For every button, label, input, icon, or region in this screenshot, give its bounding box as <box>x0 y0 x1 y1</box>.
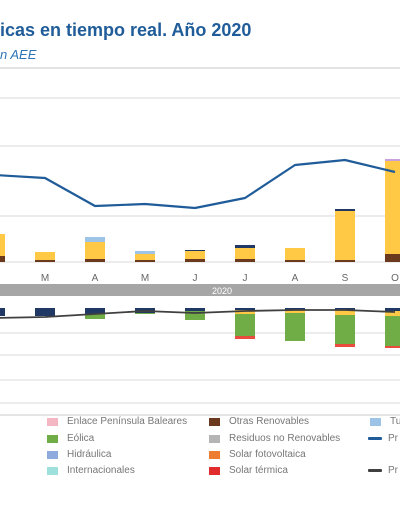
bar-segment <box>385 161 400 254</box>
chart-legend: Enlace Península Baleares Eólica Hidrául… <box>0 416 400 486</box>
legend-swatch <box>47 417 58 426</box>
bar-segment <box>285 310 305 313</box>
bar-segment <box>335 344 355 347</box>
legend-label: Pr <box>388 433 398 444</box>
bar-segment <box>335 315 355 344</box>
chart-subtitle: n AEE <box>0 47 37 62</box>
x-tick-label: A <box>292 273 299 284</box>
bar-segment <box>185 308 205 311</box>
bar-segment <box>235 336 255 339</box>
legend-label: Pr <box>388 465 398 476</box>
x-tick-label: O <box>391 273 399 284</box>
x-tick-label: M <box>41 273 49 284</box>
x-tick-label: J <box>243 273 248 284</box>
legend-label: Otras Renovables <box>229 416 310 427</box>
legend-label: Solar fotovoltaica <box>229 449 306 460</box>
bar-segment <box>335 260 355 262</box>
bar-segment <box>185 250 205 251</box>
bar-segment <box>85 314 105 319</box>
legend-item-internacionales: Internacionales <box>47 465 135 476</box>
bar-segment <box>285 313 305 341</box>
bar-segment <box>235 248 255 259</box>
legend-line-swatch <box>368 469 382 472</box>
bar-segment <box>0 256 5 262</box>
bar-segment <box>185 251 205 259</box>
bar-segment <box>185 311 205 320</box>
x-tick-label: J <box>193 273 198 284</box>
bar-segment <box>385 159 400 161</box>
bar-segment <box>35 260 55 262</box>
legend-item-turbinacion: Tu <box>370 416 400 427</box>
bar-segment <box>135 251 155 254</box>
legend-label: Eólica <box>67 433 95 444</box>
bar-segment <box>85 237 105 242</box>
bar-segment <box>335 211 355 260</box>
bar-segment <box>285 308 305 310</box>
legend-line-swatch <box>368 437 382 440</box>
legend-item-enlace: Enlace Península Baleares <box>47 416 187 427</box>
chart-area: 2020FMAMJJASO <box>0 67 400 416</box>
bar-segment <box>385 316 400 346</box>
x-axis-band-label: 2020 <box>212 286 232 296</box>
legend-swatch <box>209 466 220 475</box>
bar-segment <box>0 308 5 316</box>
x-tick-label: M <box>141 273 149 284</box>
legend-label: Solar térmica <box>229 465 288 476</box>
bar-segment <box>235 314 255 336</box>
bar-segment <box>35 252 55 260</box>
bar-segment <box>135 260 155 262</box>
legend-item-eolica: Eólica <box>47 433 94 444</box>
bar-segment <box>85 242 105 259</box>
legend-swatch <box>209 417 220 426</box>
legend-item-line-blue: Pr <box>368 433 398 444</box>
bar-segment <box>385 308 400 311</box>
bar-segment <box>385 311 400 316</box>
bar-segment <box>135 254 155 260</box>
bar-segment <box>335 310 355 315</box>
bar-segment <box>35 308 55 316</box>
legend-swatch <box>47 466 58 475</box>
legend-swatch <box>370 417 381 426</box>
bar-segment <box>0 234 5 256</box>
legend-label: Tu <box>390 416 400 427</box>
chart-title: icas en tiempo real. Año 2020 <box>0 20 252 40</box>
legend-swatch <box>47 434 58 443</box>
bar-segment <box>235 245 255 248</box>
legend-label: Residuos no Renovables <box>229 433 341 444</box>
legend-swatch <box>209 434 220 443</box>
bar-segment <box>235 308 255 310</box>
legend-item-hidraulica: Hidráulica <box>47 449 111 460</box>
bar-segment <box>185 259 205 262</box>
bar-segment <box>285 248 305 260</box>
legend-item-residuos: Residuos no Renovables <box>209 433 340 444</box>
legend-label: Hidráulica <box>67 449 112 460</box>
series-line-dark <box>0 309 396 319</box>
series-line-blue <box>0 158 396 210</box>
legend-item-otras-renovables: Otras Renovables <box>209 416 309 427</box>
legend-swatch <box>209 450 220 459</box>
x-tick-label: S <box>342 273 349 284</box>
legend-label: Enlace Península Baleares <box>67 416 188 427</box>
bar-segment <box>85 308 105 314</box>
bar-segment <box>385 346 400 348</box>
bar-segment <box>285 260 305 262</box>
bar-segment <box>135 313 155 314</box>
bar-segment <box>85 259 105 262</box>
legend-label: Internacionales <box>67 465 135 476</box>
bar-segment <box>385 254 400 262</box>
bar-segment <box>335 308 355 310</box>
x-tick-label: A <box>92 273 99 284</box>
legend-item-solar-termica: Solar térmica <box>209 465 288 476</box>
bar-segment <box>235 310 255 314</box>
bar-segment <box>335 209 355 211</box>
legend-swatch <box>47 450 58 459</box>
legend-item-solar-fotovoltaica: Solar fotovoltaica <box>209 449 306 460</box>
x-axis-band <box>0 284 400 296</box>
legend-item-line-dark: Pr <box>368 465 398 476</box>
bar-segment <box>235 259 255 262</box>
